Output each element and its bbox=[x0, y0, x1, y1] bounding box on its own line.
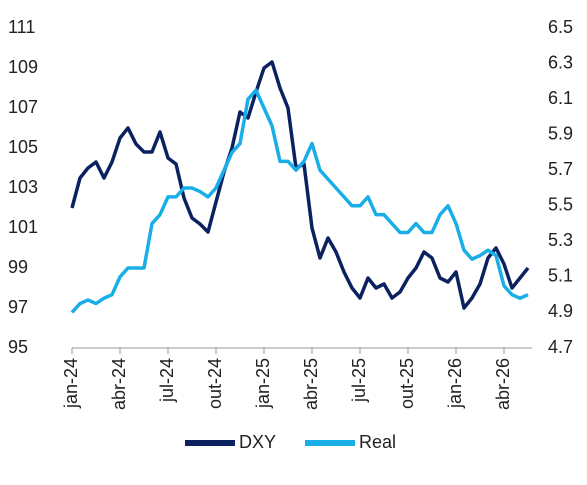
y-tick-label: 101 bbox=[8, 217, 38, 237]
y2-tick-label: 5.9 bbox=[548, 123, 573, 143]
y2-tick-label: 4.7 bbox=[548, 337, 573, 357]
y2-tick-label: 6.1 bbox=[548, 88, 573, 108]
y-tick-label: 99 bbox=[8, 257, 28, 277]
y-tick-label: 95 bbox=[8, 337, 28, 357]
y-tick-label: 111 bbox=[8, 17, 35, 37]
y-tick-label: 103 bbox=[8, 177, 38, 197]
y2-tick-label: 5.7 bbox=[548, 159, 573, 179]
x-tick-label: jan-26 bbox=[445, 358, 465, 409]
x-tick-label: jan-25 bbox=[253, 358, 273, 409]
line-series bbox=[70, 60, 530, 310]
y-tick-label: 109 bbox=[8, 57, 38, 77]
x-tick-label: abr-26 bbox=[493, 358, 513, 410]
x-tick-label: jul-24 bbox=[157, 358, 177, 403]
x-tick-label: jan-24 bbox=[61, 358, 81, 409]
x-tick-label: abr-24 bbox=[109, 358, 129, 410]
y2-tick-label: 6.3 bbox=[548, 52, 573, 72]
legend-label: Real bbox=[359, 432, 396, 452]
y2-tick-label: 6.5 bbox=[548, 17, 573, 37]
line-series bbox=[70, 88, 529, 314]
y-tick-label: 105 bbox=[8, 137, 38, 157]
y2-tick-label: 4.9 bbox=[548, 301, 573, 321]
y-tick-label: 107 bbox=[8, 97, 38, 117]
legend-label: DXY bbox=[239, 432, 276, 452]
x-tick-label: jul-25 bbox=[349, 358, 369, 403]
y2-tick-label: 5.5 bbox=[548, 195, 573, 215]
y2-tick-label: 5.3 bbox=[548, 230, 573, 250]
x-tick-label: out-24 bbox=[205, 358, 225, 409]
y-tick-label: 97 bbox=[8, 297, 28, 317]
y2-tick-label: 5.1 bbox=[548, 266, 573, 286]
x-tick-label: out-25 bbox=[397, 358, 417, 409]
x-tick-label: abr-25 bbox=[301, 358, 321, 410]
